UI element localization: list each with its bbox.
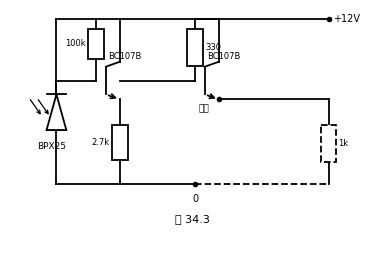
Text: 输出: 输出	[199, 104, 209, 113]
Text: 330: 330	[205, 43, 221, 52]
Bar	[187, 29, 203, 66]
Text: 0: 0	[192, 194, 198, 204]
Text: 2.7k: 2.7k	[92, 138, 110, 147]
Text: 1k: 1k	[338, 139, 349, 148]
Text: 100k: 100k	[66, 39, 86, 48]
Text: 图 34.3: 图 34.3	[175, 214, 209, 224]
Text: BPX25: BPX25	[37, 142, 66, 151]
Bar	[321, 125, 336, 162]
Text: +12V: +12V	[333, 14, 361, 24]
Text: BC107B: BC107B	[108, 52, 141, 61]
Bar	[112, 125, 128, 160]
Bar	[88, 29, 104, 59]
Text: BC107B: BC107B	[207, 52, 240, 61]
Polygon shape	[46, 95, 66, 130]
